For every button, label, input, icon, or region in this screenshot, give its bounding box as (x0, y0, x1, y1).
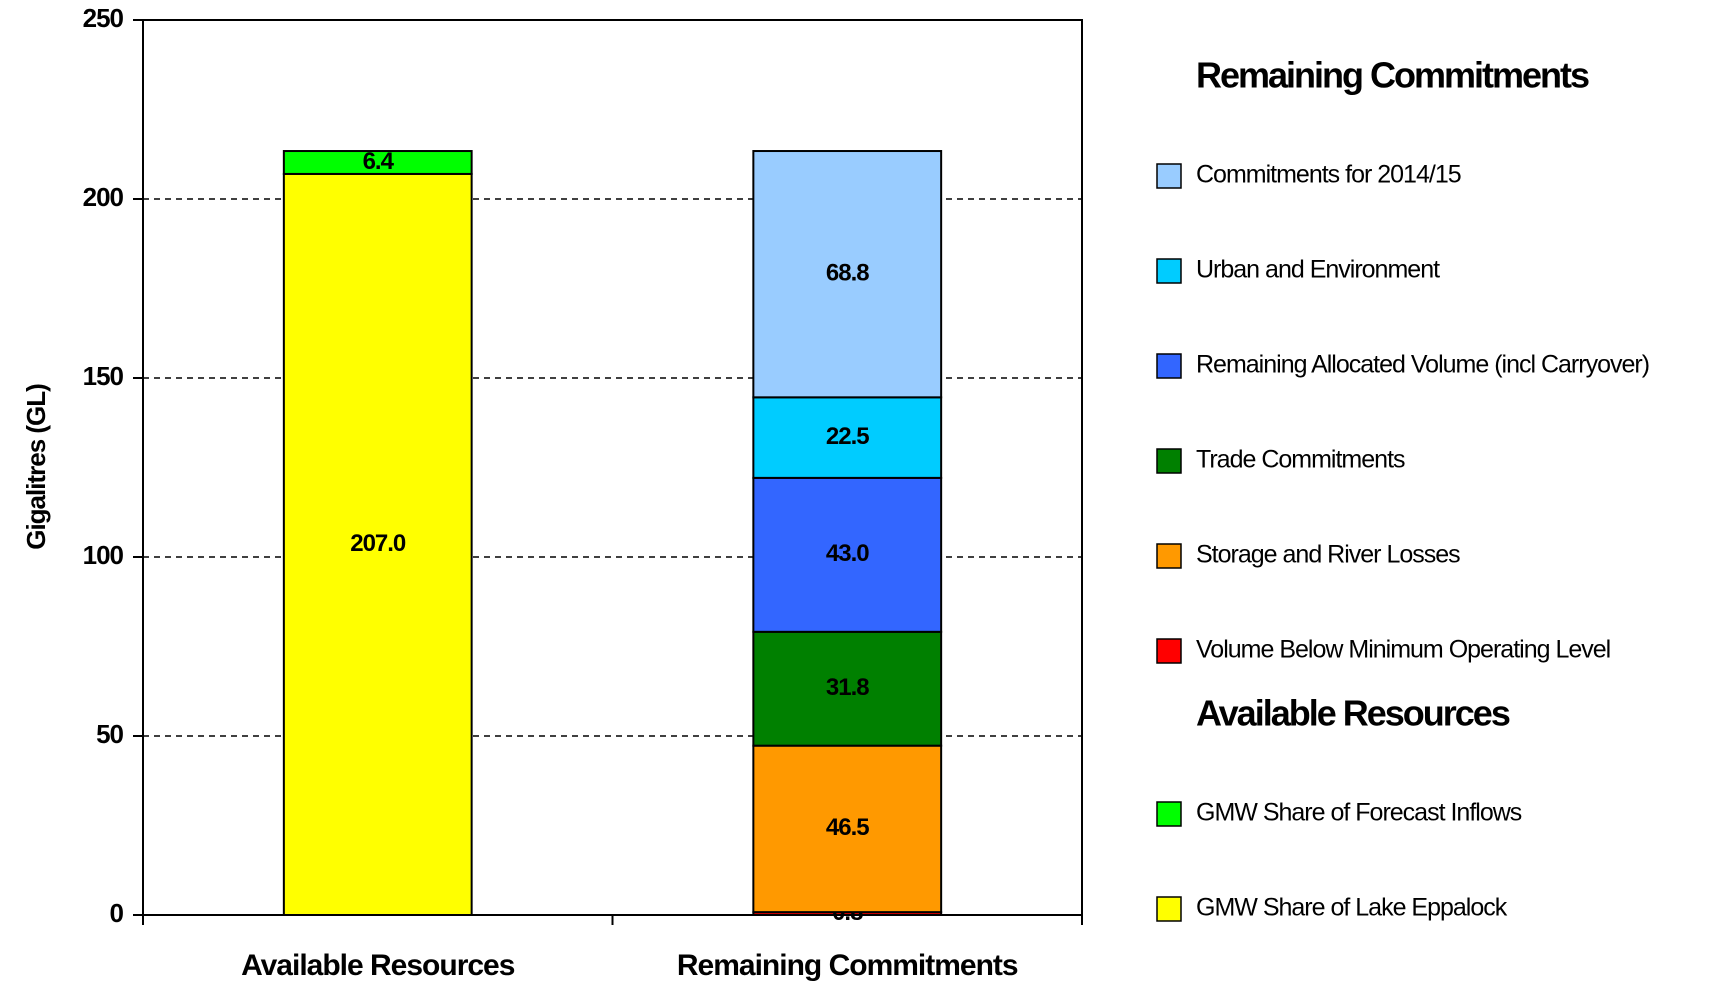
y-tick-label: 50 (96, 719, 123, 749)
y-axis-title: Gigalitres (GL) (21, 384, 51, 550)
data-label: 46.5 (826, 814, 869, 841)
legend-label: Volume Below Minimum Operating Level (1196, 636, 1610, 664)
data-label: 31.8 (826, 674, 869, 701)
y-tick-label: 200 (83, 182, 124, 212)
y-tick-label: 0 (110, 898, 124, 928)
legend-swatch (1156, 638, 1182, 664)
legend-heading: Available Resources (1196, 693, 1510, 734)
legend-label: Trade Commitments (1196, 446, 1405, 474)
legend-swatch (1156, 258, 1182, 284)
bar-segment (752, 150, 943, 399)
legend-label: GMW Share of Lake Eppalock (1196, 894, 1508, 922)
legend-label: Urban and Environment (1196, 256, 1440, 284)
legend-swatch (1156, 448, 1182, 474)
bar-segment (752, 630, 943, 747)
legend-swatch (1156, 801, 1182, 827)
legend-label: Storage and River Losses (1196, 541, 1460, 569)
bar-segment (752, 476, 943, 633)
y-tick-label: 150 (83, 361, 124, 391)
legend-label: Commitments for 2014/15 (1196, 161, 1461, 189)
legend-heading: Remaining Commitments (1196, 55, 1589, 96)
data-label: 43.0 (826, 540, 869, 567)
x-tick-label: Available Resources (241, 949, 515, 982)
bar-segment (282, 172, 473, 916)
legend-swatch (1156, 543, 1182, 569)
legend-label: GMW Share of Forecast Inflows (1196, 799, 1522, 827)
y-tick-label: 100 (83, 540, 124, 570)
bar-segment (282, 150, 473, 175)
legend-swatch (1156, 353, 1182, 379)
y-tick-label: 250 (83, 3, 124, 33)
data-label: 207.0 (350, 530, 406, 557)
legend-label: Remaining Allocated Volume (incl Carryov… (1196, 351, 1649, 379)
data-label: 22.5 (826, 423, 869, 450)
bar-segment (752, 396, 943, 479)
data-label: 6.4 (363, 148, 395, 175)
x-tick-label: Remaining Commitments (677, 949, 1018, 982)
legend-swatch (1156, 163, 1182, 189)
legend-swatch (1156, 896, 1182, 922)
data-label: 68.8 (826, 260, 869, 287)
